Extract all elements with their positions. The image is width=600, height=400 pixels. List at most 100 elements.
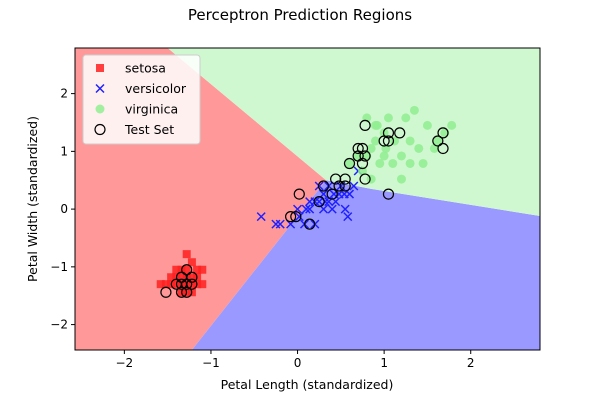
- point-test-set: [333, 180, 345, 192]
- point-virginica: [357, 166, 367, 176]
- point-virginica: [370, 120, 380, 130]
- point-test-set: [186, 271, 198, 283]
- data-points: [156, 105, 457, 298]
- y-tick-label: 1: [60, 144, 68, 158]
- point-test-set: [326, 188, 338, 200]
- point-setosa: [167, 273, 176, 282]
- point-test-set: [437, 127, 449, 139]
- point-test-set: [382, 127, 395, 139]
- region-virginica: [167, 48, 540, 217]
- point-versicolor: [314, 181, 324, 191]
- point-versicolor: [275, 219, 285, 229]
- point-versicolor: [301, 204, 311, 214]
- point-test-set: [359, 119, 371, 131]
- point-test-set: [160, 286, 172, 298]
- point-test-set: [175, 286, 188, 298]
- point-versicolor: [349, 181, 359, 191]
- point-virginica: [388, 158, 398, 168]
- point-test-set: [339, 173, 351, 185]
- point-setosa: [187, 258, 196, 267]
- point-versicolor: [340, 204, 350, 214]
- y-axis-label: Petal Width (standardized): [25, 116, 40, 282]
- point-virginica: [383, 113, 393, 123]
- legend-marker-setosa: [96, 64, 104, 72]
- point-virginica: [405, 158, 415, 168]
- point-virginica: [396, 174, 406, 184]
- point-test-set: [186, 278, 198, 290]
- plot-frame: [74, 47, 541, 351]
- point-virginica: [344, 158, 354, 168]
- point-virginica: [422, 120, 432, 130]
- point-virginica: [396, 151, 406, 161]
- point-test-set: [356, 142, 369, 155]
- legend-label: setosa: [125, 61, 166, 76]
- point-test-set: [359, 150, 371, 162]
- x-tick-label: 1: [380, 356, 388, 370]
- chart-title: Perceptron Prediction Regions: [188, 6, 412, 24]
- point-setosa: [182, 265, 191, 274]
- point-test-set: [394, 127, 406, 139]
- point-setosa: [198, 265, 207, 274]
- x-axis-ticks: −2 −1 0 1 2: [116, 350, 475, 370]
- point-test-set: [290, 211, 302, 223]
- point-test-set: [304, 218, 316, 230]
- point-virginica: [409, 105, 419, 115]
- x-tick-label: −1: [202, 356, 220, 370]
- point-versicolor: [305, 204, 315, 214]
- point-test-set: [356, 157, 369, 170]
- point-virginica: [379, 151, 389, 161]
- point-versicolor: [320, 197, 330, 207]
- point-test-set: [285, 211, 297, 223]
- point-setosa: [182, 250, 191, 259]
- point-versicolor: [256, 212, 266, 222]
- point-virginica: [370, 136, 380, 146]
- legend-label: virginica: [125, 102, 178, 117]
- legend-label: Test Set: [124, 122, 174, 137]
- point-test-set: [437, 142, 449, 155]
- point-virginica: [405, 136, 415, 146]
- y-tick-label: 0: [60, 202, 68, 216]
- x-tick-label: 0: [294, 356, 302, 370]
- y-tick-label: 2: [60, 87, 68, 101]
- x-axis-label: Petal Length (standardized): [221, 377, 394, 392]
- region-versicolor: [191, 180, 540, 350]
- point-versicolor: [327, 204, 337, 214]
- point-test-set: [181, 264, 193, 276]
- point-virginica: [375, 158, 385, 168]
- point-test-set: [313, 195, 325, 208]
- point-test-set: [432, 135, 444, 147]
- point-virginica: [401, 113, 411, 123]
- legend-marker-test-set: [94, 123, 106, 136]
- y-tick-label: −2: [50, 318, 68, 332]
- legend-label: versicolor: [125, 81, 187, 96]
- point-test-set: [382, 135, 395, 147]
- point-setosa: [172, 265, 181, 274]
- point-test-set: [293, 188, 305, 200]
- point-test-set: [382, 188, 395, 200]
- legend-marker-versicolor: [95, 83, 105, 94]
- y-tick-label: −1: [50, 260, 68, 274]
- point-test-set: [343, 157, 356, 170]
- x-tick-label: −2: [116, 356, 134, 370]
- point-virginica: [414, 143, 424, 153]
- point-versicolor: [344, 189, 355, 199]
- point-virginica: [447, 120, 457, 130]
- legend-box: [82, 54, 201, 145]
- legend-marker-virginica: [95, 104, 105, 114]
- point-setosa: [177, 273, 186, 282]
- legend: setosa versicolor virginica Test Set: [82, 54, 201, 145]
- point-test-set: [359, 173, 371, 185]
- y-axis-ticks: −2 −1 0 1 2: [50, 87, 75, 332]
- point-virginica: [379, 128, 389, 138]
- point-virginica: [366, 143, 376, 153]
- point-test-set: [352, 142, 364, 155]
- point-setosa: [187, 273, 196, 282]
- point-virginica: [418, 158, 428, 168]
- point-virginica: [433, 136, 443, 146]
- point-setosa: [161, 280, 170, 289]
- x-tick-label: 2: [467, 356, 475, 370]
- point-setosa: [198, 280, 207, 289]
- point-versicolor: [294, 212, 304, 222]
- point-virginica: [366, 174, 376, 184]
